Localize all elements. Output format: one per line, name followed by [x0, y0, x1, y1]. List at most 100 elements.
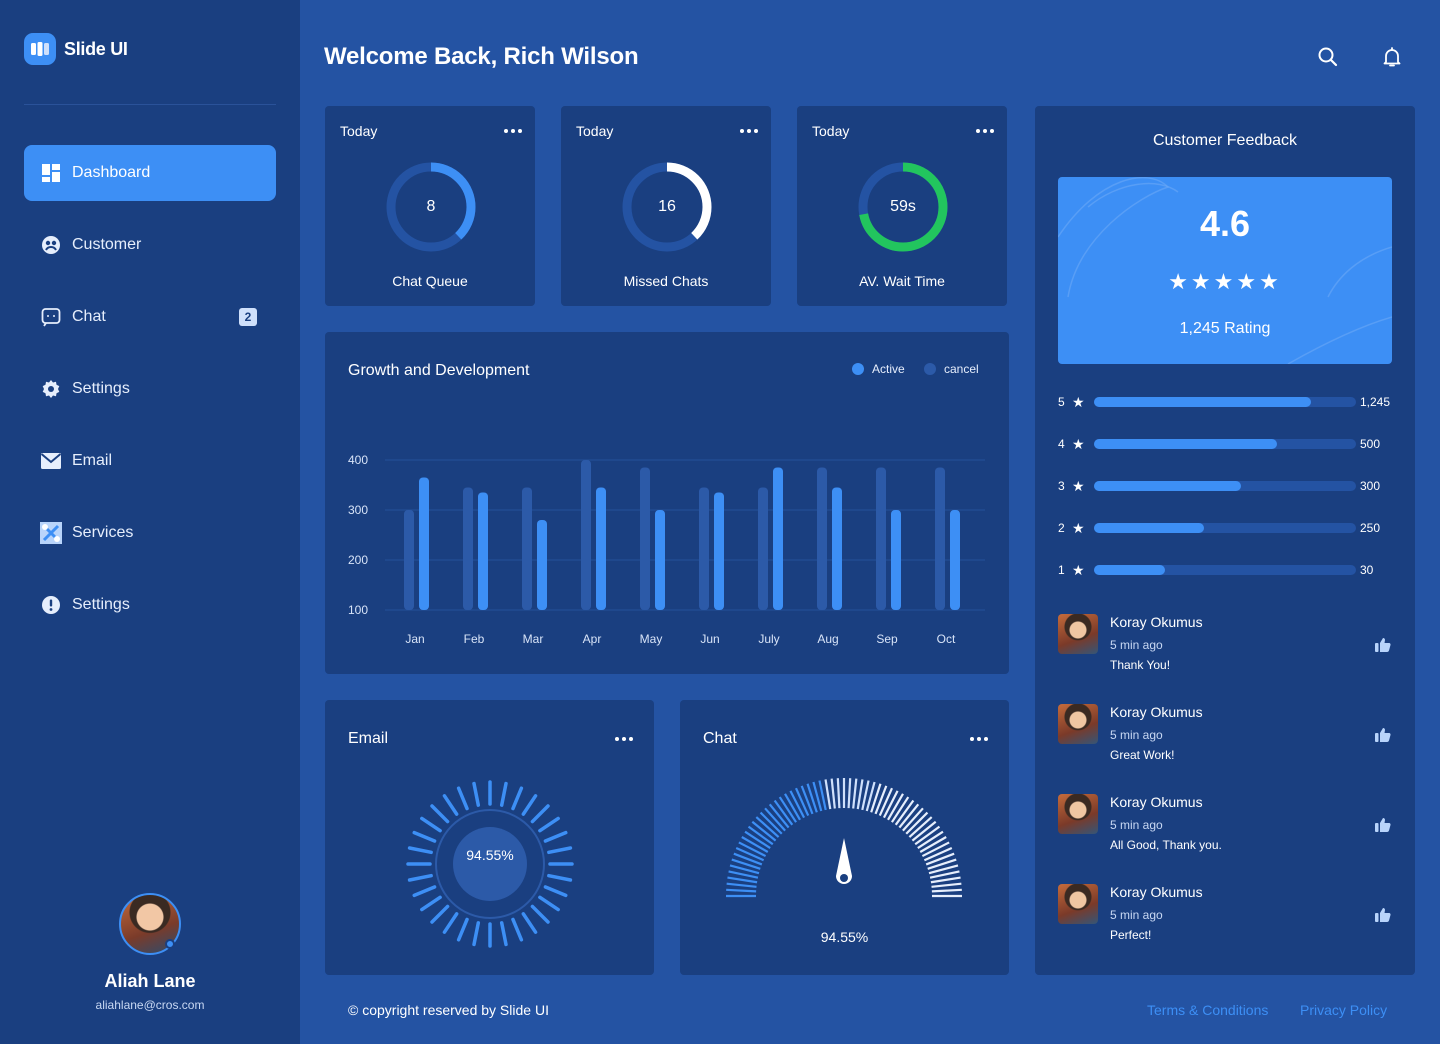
legend-active[interactable]: Active	[852, 362, 905, 376]
page-title: Welcome Back, Rich Wilson	[324, 43, 639, 70]
x-tick-label: Apr	[583, 632, 602, 646]
bar-active-may[interactable]	[655, 510, 665, 610]
avatar[interactable]	[1058, 704, 1098, 744]
dial-ring	[435, 809, 545, 919]
stat-period: Today	[812, 123, 850, 139]
chat-gauge-value: 94.55%	[820, 929, 869, 945]
thumbs-up-icon[interactable]	[1374, 726, 1392, 744]
bar-cancel-aug[interactable]	[817, 467, 827, 611]
stat-period: Today	[340, 123, 378, 139]
sidebar-item-customer[interactable]: Customer	[24, 217, 276, 273]
bar-active-jun[interactable]	[714, 492, 724, 611]
bar-active-oct[interactable]	[950, 510, 960, 610]
stat-card-missed-chats: Today 16 Missed Chats	[561, 106, 771, 306]
gauge-tick	[908, 816, 933, 838]
gauge-tick	[927, 858, 957, 870]
gauge-tick	[929, 870, 960, 879]
bar-active-feb[interactable]	[478, 492, 488, 611]
sidebar-item-label: Settings	[72, 380, 130, 397]
thumbs-up-icon[interactable]	[1374, 906, 1392, 924]
gauge-tick	[874, 785, 888, 815]
rating-count: 1,245 Rating	[1179, 320, 1271, 337]
dial-tick	[543, 885, 568, 898]
thumbs-up-icon[interactable]	[1374, 816, 1392, 834]
app-name: Slide UI	[64, 38, 128, 59]
dial-tick	[499, 921, 508, 947]
rating-stars-number: 3	[1058, 479, 1065, 493]
search-icon[interactable]	[1316, 45, 1340, 69]
more-options-icon[interactable]	[504, 129, 522, 133]
bar-cancel-july[interactable]	[758, 487, 768, 611]
rating-count-value: 500	[1360, 437, 1381, 451]
sidebar-item-services[interactable]: Services	[24, 505, 276, 561]
gauge-tick	[755, 816, 780, 838]
x-tick-label: Feb	[464, 632, 485, 646]
bar-active-sep[interactable]	[891, 510, 901, 610]
bar-active-apr[interactable]	[596, 487, 606, 611]
privacy-link[interactable]: Privacy Policy	[1300, 1002, 1388, 1018]
bar-active-aug[interactable]	[832, 487, 842, 611]
bar-cancel-jan[interactable]	[404, 510, 414, 610]
avatar[interactable]	[1058, 884, 1098, 924]
bell-icon[interactable]	[1380, 45, 1404, 69]
x-tick-label: May	[640, 632, 663, 646]
gear-icon	[40, 378, 62, 400]
comment-message: All Good, Thank you.	[1110, 838, 1222, 852]
legend-swatch-cancel	[924, 363, 936, 375]
gauge-tick	[735, 847, 765, 862]
bar-active-july[interactable]	[773, 467, 783, 611]
dial-tick	[420, 816, 442, 833]
user-profile[interactable]: Aliah Lane aliahlane@cros.com	[0, 893, 300, 1012]
app-logo[interactable]: Slide UI	[24, 33, 128, 65]
avatar[interactable]	[119, 893, 181, 955]
sidebar-item-settings-alert[interactable]: Settings	[24, 577, 276, 633]
gauge-tick	[882, 790, 899, 819]
terms-link[interactable]: Terms & Conditions	[1147, 1002, 1269, 1018]
rating-stars-number: 1	[1058, 563, 1065, 577]
bar-active-mar[interactable]	[537, 520, 547, 610]
more-options-icon[interactable]	[740, 129, 758, 133]
bar-cancel-sep[interactable]	[876, 467, 886, 611]
bar-cancel-may[interactable]	[640, 467, 650, 611]
bar-cancel-mar[interactable]	[522, 487, 532, 611]
sidebar-item-chat[interactable]: Chat 2	[24, 289, 276, 345]
rating-stars-number: 5	[1058, 395, 1065, 409]
legend-label: cancel	[944, 362, 979, 376]
gauge-tick	[878, 787, 893, 817]
rating-row: 2 ★ 250	[1058, 520, 1398, 536]
sidebar-item-settings[interactable]: Settings	[24, 361, 276, 417]
dial-tick	[407, 846, 433, 855]
card-title: Email	[348, 730, 389, 747]
more-options-icon[interactable]	[970, 737, 988, 741]
gauge-tick	[930, 876, 961, 884]
bar-cancel-feb[interactable]	[463, 487, 473, 611]
rating-row: 5 ★ 1,245	[1058, 394, 1398, 410]
thumbs-up-icon[interactable]	[1374, 636, 1392, 654]
dial-tick	[430, 804, 450, 824]
more-options-icon[interactable]	[976, 129, 994, 133]
slide-logo-icon	[24, 33, 56, 65]
gauge-tick	[731, 858, 761, 870]
card-title: Chat	[703, 730, 737, 747]
bar-cancel-apr[interactable]	[581, 460, 591, 610]
rating-bar	[1094, 439, 1356, 449]
gauge-tick	[727, 876, 758, 884]
bar-active-jan[interactable]	[419, 477, 429, 611]
gauge-tick	[795, 787, 810, 817]
dial-tick	[530, 904, 550, 924]
avatar[interactable]	[1058, 614, 1098, 654]
wait-time-ring	[858, 162, 948, 252]
alert-icon	[40, 594, 62, 616]
avatar[interactable]	[1058, 794, 1098, 834]
bar-cancel-jun[interactable]	[699, 487, 709, 611]
chart-title: Growth and Development	[348, 362, 530, 379]
sidebar-item-dashboard[interactable]: Dashboard	[24, 145, 276, 201]
gauge-tick	[917, 830, 944, 849]
gauge-tick	[931, 882, 962, 888]
sidebar-item-email[interactable]: Email	[24, 433, 276, 489]
gauge-tick	[847, 778, 852, 809]
gauge-tick	[856, 779, 864, 810]
more-options-icon[interactable]	[615, 737, 633, 741]
bar-cancel-oct[interactable]	[935, 467, 945, 611]
legend-cancel[interactable]: cancel	[924, 362, 979, 376]
